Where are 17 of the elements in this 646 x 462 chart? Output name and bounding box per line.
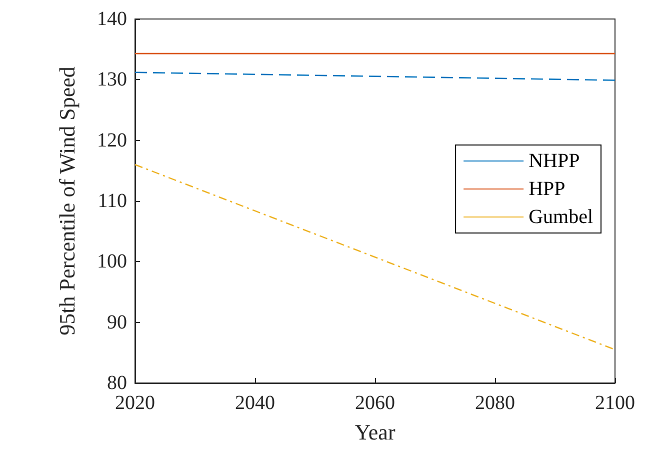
y-tick-label: 130 [97,68,127,91]
y-tick-label: 140 [97,8,127,30]
x-tick-label: 2060 [355,392,395,414]
x-tick-label: 2040 [235,392,275,414]
x-tick-label: 2020 [115,392,155,414]
legend-label: NHPP [528,150,580,172]
y-tick-label: 120 [97,129,127,152]
y-tick-label: 80 [107,372,127,394]
y-axis-title: 95th Percentile of Wind Speed [54,66,80,336]
x-tick-label: 2080 [475,392,515,414]
x-tick-label: 2100 [595,392,635,414]
x-axis-title: Year [354,420,396,444]
y-tick-label: 100 [97,250,127,273]
legend-label: Gumbel [528,206,594,228]
legend-label: HPP [528,178,566,200]
y-tick-label: 110 [98,190,127,212]
y-tick-label: 90 [107,311,127,334]
